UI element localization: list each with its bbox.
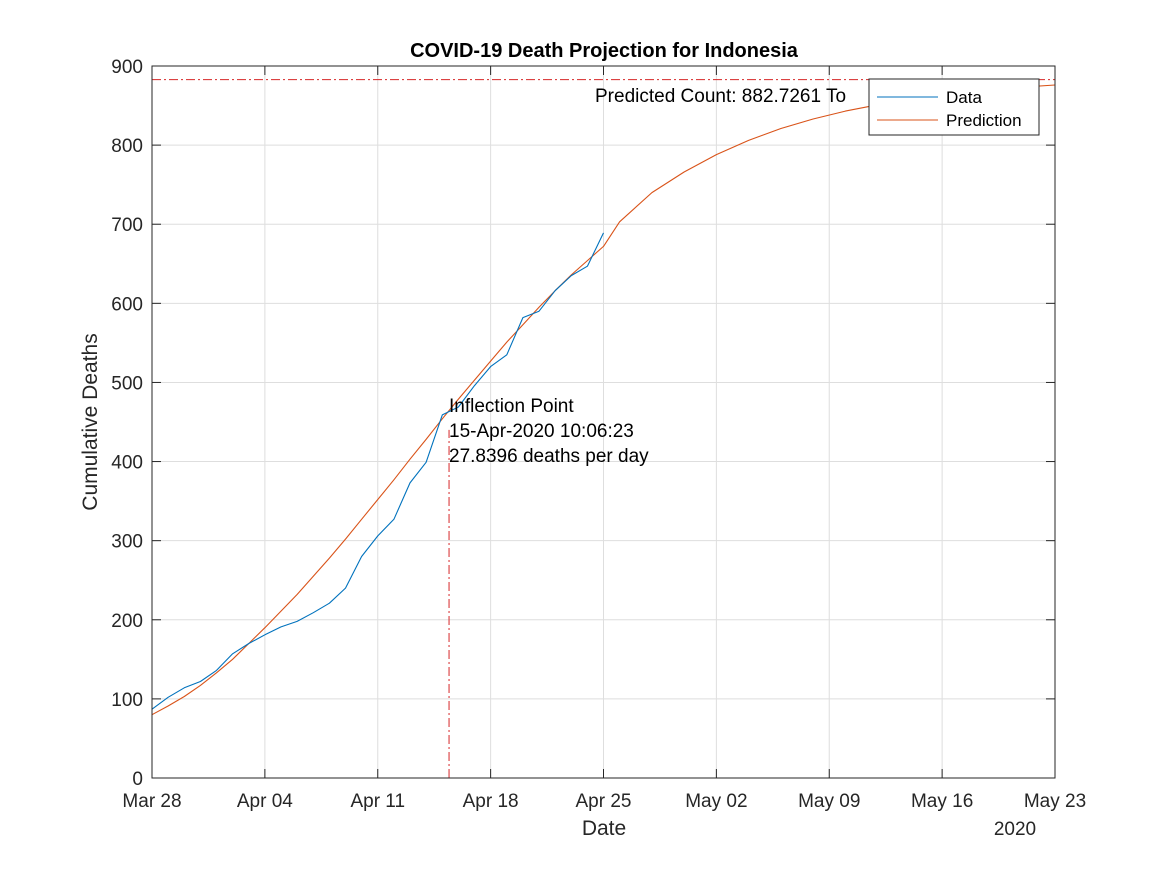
y-tick-label: 300 xyxy=(111,532,143,553)
x-tick-label: Apr 11 xyxy=(350,791,405,812)
x-axis-year-label: 2020 xyxy=(994,819,1036,840)
x-tick-label: May 16 xyxy=(911,791,973,812)
legend-box xyxy=(868,78,1040,136)
x-tick-label: Mar 28 xyxy=(122,791,181,812)
y-tick-label: 100 xyxy=(111,690,143,711)
series-line-prediction xyxy=(151,84,1056,716)
y-tick-label: 900 xyxy=(111,57,143,78)
x-tick-label: Apr 18 xyxy=(463,791,519,812)
x-tick-label: Apr 04 xyxy=(237,791,293,812)
y-tick-label: 700 xyxy=(111,215,143,236)
inflection-rate-annotation: 27.8396 deaths per day xyxy=(449,446,649,467)
x-tick-label: May 02 xyxy=(685,791,747,812)
inflection-title-annotation: Inflection Point xyxy=(449,396,574,417)
y-tick-label: 0 xyxy=(132,769,143,790)
y-tick-label: 500 xyxy=(111,373,143,394)
y-axis-title: Cumulative Deaths xyxy=(79,333,102,510)
x-tick-labels: Mar 28 Apr 04 Apr 11 Apr 18 Apr 25 May 02 May … xyxy=(122,791,1086,812)
legend-data-label: Data xyxy=(946,88,982,107)
legend: Data Prediction xyxy=(868,78,1040,136)
series-line-data xyxy=(151,232,604,710)
predicted-count-annotation: Predicted Count: 882.7261 To xyxy=(595,86,846,107)
series-lines xyxy=(151,84,1056,716)
y-tick-label: 600 xyxy=(111,294,143,315)
y-tick-labels: 0 100 200 300 400 500 600 700 800 900 xyxy=(111,57,143,790)
x-tick-label: Apr 25 xyxy=(576,791,632,812)
x-axis-title: Date xyxy=(582,817,626,840)
y-tick-label: 400 xyxy=(111,453,143,474)
x-tick-label: May 09 xyxy=(798,791,860,812)
ticks xyxy=(151,65,1056,779)
grid xyxy=(152,66,1055,778)
x-tick-label: May 23 xyxy=(1024,791,1086,812)
legend-prediction-label: Prediction xyxy=(946,111,1022,130)
y-tick-label: 800 xyxy=(111,136,143,157)
inflection-date-annotation: 15-Apr-2020 10:06:23 xyxy=(449,421,634,442)
y-tick-label: 200 xyxy=(111,611,143,632)
chart-title: COVID-19 Death Projection for Indonesia xyxy=(410,40,799,62)
